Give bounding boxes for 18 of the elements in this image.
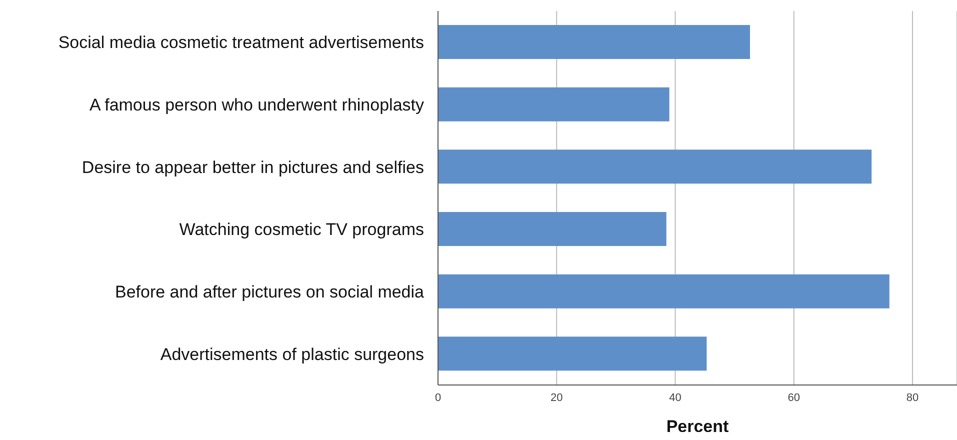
x-tick-label: 20: [550, 392, 563, 404]
y-tick-label: Social media cosmetic treatment advertisements: [58, 33, 424, 52]
y-tick-label: Advertisements of plastic surgeons: [160, 344, 424, 364]
x-tick-label: 60: [788, 392, 800, 404]
bar: [438, 87, 670, 122]
x-axis-title: Percent: [666, 417, 730, 436]
bar: [438, 25, 750, 59]
y-tick-label: Watching cosmetic TV programs: [179, 220, 424, 240]
y-tick-label: Desire to appear better in pictures and selfies: [82, 158, 424, 177]
bar: [438, 274, 890, 308]
bar: [438, 212, 666, 246]
y-tick-label: A famous person who underwent rhinoplasty: [89, 96, 424, 115]
y-tick-label: Before and after pictures on social media: [114, 282, 425, 302]
bar: [438, 336, 707, 371]
x-tick-label: 0: [434, 392, 442, 404]
x-tick-label: 80: [906, 392, 919, 404]
x-tick-label: 40: [669, 392, 682, 404]
bar: [438, 150, 872, 184]
